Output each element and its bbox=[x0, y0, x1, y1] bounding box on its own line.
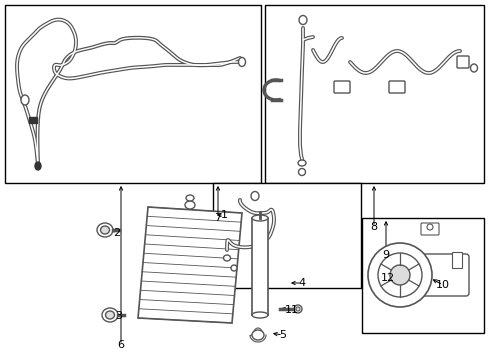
Ellipse shape bbox=[251, 312, 267, 318]
Text: 7: 7 bbox=[214, 213, 221, 223]
FancyBboxPatch shape bbox=[420, 223, 438, 235]
Ellipse shape bbox=[97, 223, 113, 237]
Ellipse shape bbox=[295, 307, 299, 311]
Ellipse shape bbox=[298, 15, 306, 24]
FancyBboxPatch shape bbox=[333, 81, 349, 93]
Ellipse shape bbox=[184, 201, 195, 209]
Ellipse shape bbox=[251, 215, 267, 221]
Ellipse shape bbox=[238, 58, 245, 67]
Circle shape bbox=[367, 243, 431, 307]
Ellipse shape bbox=[251, 330, 264, 340]
Text: 5: 5 bbox=[279, 330, 286, 340]
Circle shape bbox=[389, 265, 409, 285]
Bar bbox=[361, 218, 483, 333]
Ellipse shape bbox=[105, 311, 114, 319]
Ellipse shape bbox=[185, 195, 194, 201]
Text: 2: 2 bbox=[113, 228, 121, 238]
Text: 12: 12 bbox=[380, 273, 394, 283]
Bar bbox=[5, 5, 261, 183]
Ellipse shape bbox=[35, 162, 41, 170]
Circle shape bbox=[377, 253, 421, 297]
Bar bbox=[251, 218, 267, 315]
Ellipse shape bbox=[298, 168, 305, 176]
Text: 11: 11 bbox=[285, 305, 298, 315]
Text: 4: 4 bbox=[298, 278, 305, 288]
Bar bbox=[213, 183, 360, 288]
Text: 8: 8 bbox=[370, 222, 377, 232]
Text: 9: 9 bbox=[382, 250, 389, 260]
Ellipse shape bbox=[297, 160, 305, 166]
Polygon shape bbox=[138, 207, 242, 323]
Ellipse shape bbox=[21, 95, 29, 105]
Bar bbox=[29, 117, 37, 123]
Ellipse shape bbox=[101, 226, 109, 234]
Ellipse shape bbox=[293, 305, 302, 313]
Text: 1: 1 bbox=[220, 210, 227, 220]
Text: 3: 3 bbox=[115, 311, 122, 321]
Ellipse shape bbox=[469, 64, 476, 72]
Ellipse shape bbox=[102, 308, 118, 322]
FancyBboxPatch shape bbox=[456, 56, 468, 68]
Ellipse shape bbox=[250, 192, 259, 201]
Bar bbox=[264, 5, 483, 183]
FancyBboxPatch shape bbox=[420, 254, 468, 296]
Text: 6: 6 bbox=[117, 340, 124, 350]
Ellipse shape bbox=[426, 224, 432, 230]
Ellipse shape bbox=[223, 255, 230, 261]
Ellipse shape bbox=[230, 265, 237, 271]
FancyBboxPatch shape bbox=[388, 81, 404, 93]
Text: 10: 10 bbox=[435, 280, 449, 290]
Bar bbox=[451, 252, 461, 268]
